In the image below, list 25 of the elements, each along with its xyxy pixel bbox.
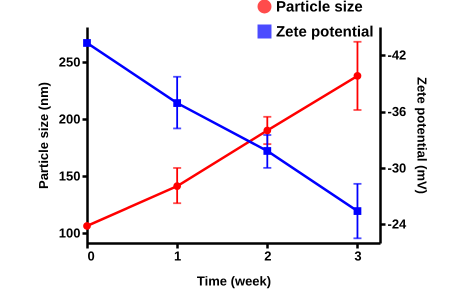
y2-tick-label: -42 (388, 48, 406, 63)
point (263, 147, 272, 155)
y2-axis-title: Zete potential (mV) (414, 76, 430, 194)
y2-tick-label: -30 (388, 160, 406, 176)
x-axis-title: Time (week) (196, 274, 272, 288)
y-tick-label: 150 (58, 168, 80, 184)
y-tick-label: 250 (58, 54, 80, 70)
point (173, 99, 182, 107)
point (354, 72, 362, 80)
x-tick-label: 3 (354, 248, 362, 264)
point (83, 222, 91, 230)
y-axis-title: Particle size (nm) (36, 82, 51, 189)
x-tick-label: 2 (264, 248, 272, 264)
x-tick-label: 1 (174, 248, 182, 264)
y2-tick-label: -36 (388, 104, 406, 120)
legend-label: Particle size (276, 0, 363, 16)
y2-tick-label: -24 (388, 216, 408, 232)
legend-label: Zete potential (276, 24, 374, 40)
y-tick-label: 200 (58, 112, 80, 127)
point (173, 182, 182, 190)
y-tick-label: 100 (58, 225, 80, 240)
point (83, 39, 91, 47)
point (263, 126, 272, 134)
point (354, 207, 362, 215)
x-tick-label: 0 (88, 248, 95, 264)
